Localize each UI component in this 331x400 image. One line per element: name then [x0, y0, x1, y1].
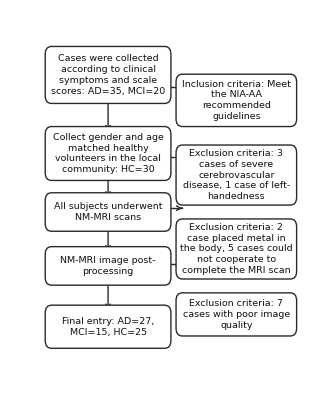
Text: All subjects underwent
NM-MRI scans: All subjects underwent NM-MRI scans	[54, 202, 162, 222]
Text: Exclusion criteria: 7
cases with poor image
quality: Exclusion criteria: 7 cases with poor im…	[183, 299, 290, 330]
Text: Final entry: AD=27,
MCI=15, HC=25: Final entry: AD=27, MCI=15, HC=25	[62, 317, 154, 337]
Text: Collect gender and age
matched healthy
volunteers in the local
community: HC=30: Collect gender and age matched healthy v…	[53, 133, 164, 174]
FancyBboxPatch shape	[45, 247, 171, 285]
FancyBboxPatch shape	[176, 145, 297, 205]
Text: Inclusion criteria: Meet
the NIA-AA
recommended
guidelines: Inclusion criteria: Meet the NIA-AA reco…	[182, 80, 291, 121]
FancyBboxPatch shape	[176, 293, 297, 336]
FancyBboxPatch shape	[176, 219, 297, 279]
FancyBboxPatch shape	[45, 126, 171, 180]
Text: Cases were collected
according to clinical
symptoms and scale
scores: AD=35, MCI: Cases were collected according to clinic…	[51, 54, 165, 96]
FancyBboxPatch shape	[176, 74, 297, 126]
Text: Exclusion criteria: 2
case placed metal in
the body, 5 cases could
not cooperate: Exclusion criteria: 2 case placed metal …	[180, 223, 293, 275]
Text: NM-MRI image post-
processing: NM-MRI image post- processing	[60, 256, 156, 276]
FancyBboxPatch shape	[45, 46, 171, 104]
FancyBboxPatch shape	[45, 305, 171, 348]
Text: Exclusion criteria: 3
cases of severe
cerebrovascular
disease, 1 case of left-
h: Exclusion criteria: 3 cases of severe ce…	[183, 149, 290, 201]
FancyBboxPatch shape	[45, 193, 171, 231]
